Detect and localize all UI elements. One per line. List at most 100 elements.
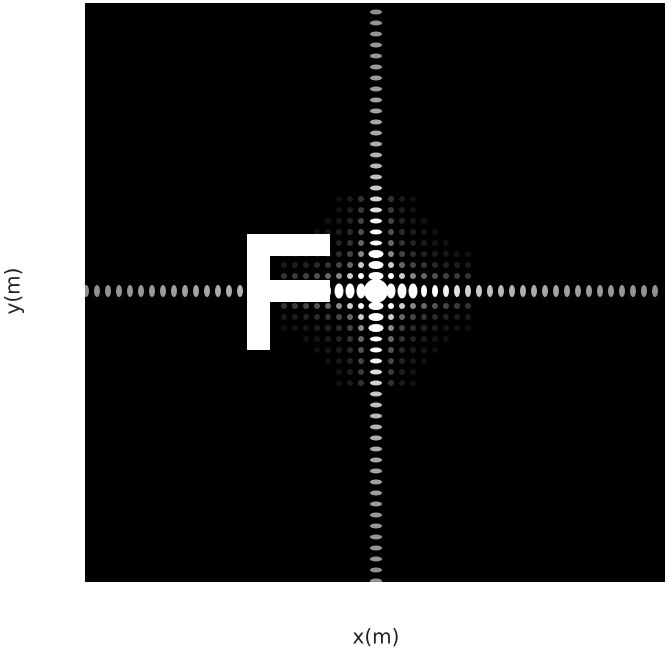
- fringe: [314, 347, 320, 353]
- fringe: [336, 251, 342, 257]
- fringe: [171, 285, 177, 297]
- fringe: [399, 380, 405, 386]
- fringe: [388, 380, 394, 386]
- fringe: [370, 457, 382, 463]
- fringe: [358, 207, 364, 213]
- fringe: [370, 446, 382, 452]
- fringe: [314, 325, 320, 331]
- fringe: [347, 325, 353, 331]
- fringe: [215, 285, 221, 297]
- fringe: [345, 283, 355, 299]
- fringe: [336, 314, 342, 320]
- fringe: [314, 229, 320, 235]
- fringe: [358, 314, 364, 320]
- fringe: [358, 358, 364, 364]
- fringe: [303, 336, 309, 342]
- fringe: [386, 283, 396, 299]
- fringe: [443, 285, 449, 297]
- fringe: [370, 567, 382, 573]
- fringe: [325, 358, 331, 364]
- fringe: [542, 285, 548, 297]
- fringe: [370, 174, 382, 180]
- fringe: [410, 303, 416, 309]
- fringe: [509, 285, 515, 297]
- fringe: [370, 42, 382, 48]
- fringe: [465, 273, 471, 279]
- fringe: [347, 336, 353, 342]
- fringe: [443, 314, 449, 320]
- fringe: [641, 285, 647, 297]
- fringe: [454, 251, 460, 257]
- fringe: [347, 273, 353, 279]
- fringe: [443, 273, 449, 279]
- fringe: [303, 273, 309, 279]
- fringe: [421, 314, 427, 320]
- fringe: [314, 303, 320, 309]
- fringe: [336, 369, 342, 375]
- fringe: [421, 262, 427, 268]
- fringe: [370, 556, 382, 562]
- fringe: [292, 303, 298, 309]
- fringe: [454, 262, 460, 268]
- fringe: [410, 273, 416, 279]
- fringe: [652, 285, 658, 297]
- fringe: [410, 369, 416, 375]
- fringe: [388, 240, 394, 246]
- fringe: [336, 358, 342, 364]
- fringe: [421, 251, 427, 257]
- fringe: [432, 303, 438, 309]
- fringe: [336, 229, 342, 235]
- fringe: [370, 185, 382, 191]
- fringe: [370, 578, 382, 584]
- fringe: [487, 285, 493, 297]
- fringe: [370, 152, 382, 158]
- fringe: [619, 285, 625, 297]
- fringe: [336, 336, 342, 342]
- fringe: [336, 196, 342, 202]
- fringe: [336, 347, 342, 353]
- fringe: [443, 303, 449, 309]
- fringe: [410, 229, 416, 235]
- fringe: [399, 347, 405, 353]
- fringe: [364, 279, 388, 303]
- fringe: [334, 283, 344, 299]
- fringe: [597, 285, 603, 297]
- fringe: [443, 336, 449, 342]
- fringe: [388, 262, 394, 268]
- fringe: [454, 314, 460, 320]
- fringe: [410, 380, 416, 386]
- fringe: [432, 240, 438, 246]
- fringe: [564, 285, 570, 297]
- fringe: [370, 141, 382, 147]
- fringe: [399, 196, 405, 202]
- fringe: [421, 240, 427, 246]
- fringe: [465, 325, 471, 331]
- fringe: [347, 240, 353, 246]
- fringe: [281, 273, 287, 279]
- fringe: [370, 545, 382, 551]
- fringe: [421, 273, 427, 279]
- fringe: [370, 196, 382, 202]
- fringe: [630, 285, 636, 297]
- fringe: [432, 325, 438, 331]
- fringe: [388, 369, 394, 375]
- fringe: [325, 218, 331, 224]
- fringe: [370, 501, 382, 507]
- fringe: [314, 273, 320, 279]
- fringe: [370, 369, 382, 375]
- fringe: [358, 218, 364, 224]
- fringe: [370, 435, 382, 441]
- fringe: [388, 251, 394, 257]
- fringe: [388, 229, 394, 235]
- fringe: [410, 207, 416, 213]
- fringe: [105, 285, 111, 297]
- fringe: [399, 325, 405, 331]
- fringe: [336, 325, 342, 331]
- fringe: [421, 358, 427, 364]
- fringe: [370, 86, 382, 92]
- fringe: [292, 314, 298, 320]
- fringe: [325, 336, 331, 342]
- fringe: [410, 218, 416, 224]
- fringe: [370, 9, 382, 15]
- fringe: [325, 347, 331, 353]
